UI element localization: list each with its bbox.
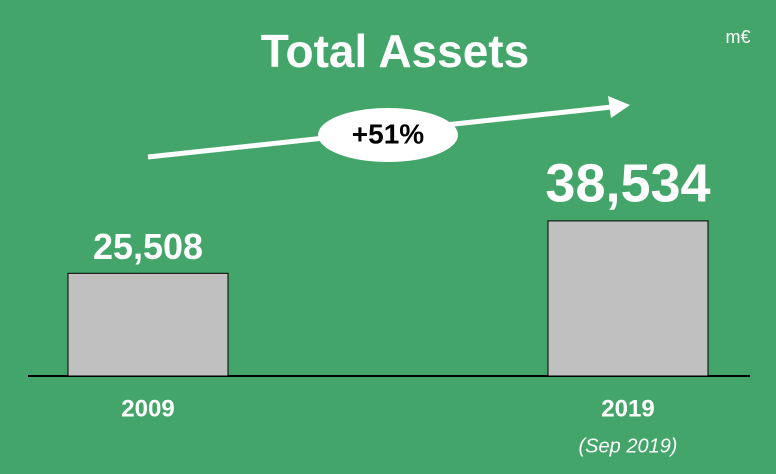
category-note: (Sep 2019) [579,435,678,457]
arrow-head [608,96,630,118]
x-tick-label: 2019 [601,395,654,422]
value-label: 25,508 [93,226,203,267]
annotation-bubble [318,108,458,162]
x-tick-label: 2009 [121,395,174,422]
bar [547,220,709,377]
bar [67,272,229,377]
annotation: +51% [352,118,424,149]
value-label: 38,534 [545,153,710,213]
unit-label: m€ [725,27,750,47]
chart-title: Total Assets [261,25,529,77]
